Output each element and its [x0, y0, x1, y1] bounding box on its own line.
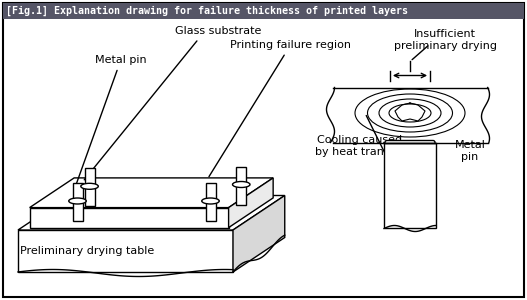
Polygon shape [229, 178, 273, 228]
Polygon shape [84, 168, 94, 186]
Text: Preliminary drying table: Preliminary drying table [19, 246, 154, 256]
Polygon shape [206, 183, 216, 201]
Text: Insufficient
preliminary drying: Insufficient preliminary drying [394, 29, 496, 51]
Text: Metal pin: Metal pin [75, 55, 147, 186]
Polygon shape [18, 196, 285, 230]
Text: Glass substrate: Glass substrate [84, 26, 261, 180]
FancyBboxPatch shape [385, 140, 435, 224]
Text: Metal
pin: Metal pin [455, 140, 485, 162]
Polygon shape [206, 201, 216, 221]
Ellipse shape [69, 198, 86, 204]
Ellipse shape [232, 182, 250, 188]
Polygon shape [30, 178, 273, 208]
Polygon shape [233, 196, 285, 272]
Ellipse shape [81, 183, 99, 189]
Ellipse shape [202, 198, 219, 204]
Polygon shape [18, 230, 233, 272]
Bar [3, 3, 524, 19]
Polygon shape [30, 208, 229, 228]
Polygon shape [236, 167, 246, 184]
Bar [384, 142, 436, 227]
Text: [Fig.1] Explanation drawing for failure thickness of printed layers: [Fig.1] Explanation drawing for failure … [6, 6, 408, 16]
Text: Cooling caused
by heat transfer: Cooling caused by heat transfer [315, 135, 405, 157]
Polygon shape [73, 183, 83, 201]
Text: Printing failure region: Printing failure region [209, 40, 351, 177]
Polygon shape [73, 201, 83, 221]
Polygon shape [236, 184, 246, 205]
Polygon shape [84, 186, 94, 206]
